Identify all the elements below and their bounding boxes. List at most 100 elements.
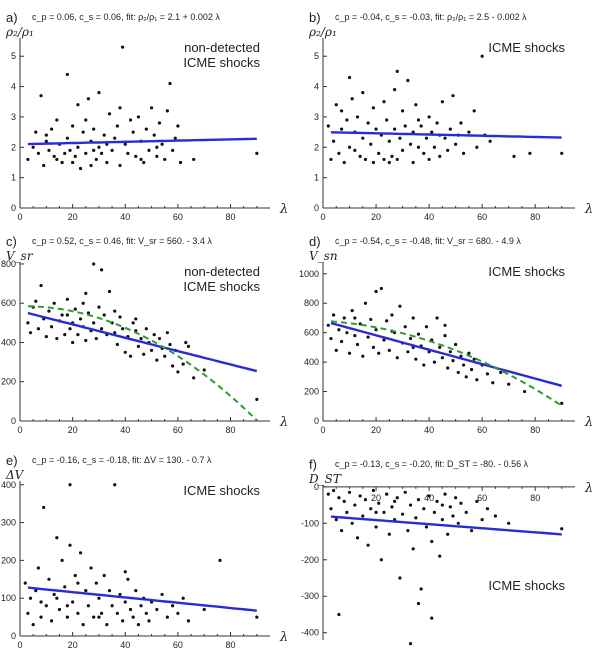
panel-label: b): [309, 10, 321, 25]
data-point: [337, 612, 341, 617]
data-point: [334, 103, 338, 107]
x-tick-label: 80: [530, 212, 540, 222]
data-point: [126, 151, 130, 155]
data-point: [387, 160, 391, 165]
linear-fit-line: [27, 311, 258, 373]
data-point: [115, 124, 119, 128]
data-point: [99, 268, 104, 272]
data-point: [414, 103, 418, 107]
data-point: [113, 136, 117, 140]
data-point: [36, 566, 41, 570]
data-point: [432, 145, 437, 149]
data-point: [76, 333, 80, 337]
data-point: [102, 133, 106, 137]
data-point: [157, 121, 162, 125]
data-point: [512, 154, 516, 158]
data-point: [416, 145, 421, 149]
data-point: [52, 154, 56, 158]
data-point: [355, 536, 360, 540]
data-point: [94, 581, 98, 585]
data-point: [332, 313, 336, 317]
fit-header: c_p = -0.13, c_s = -0.20, fit: D_ST = -8…: [335, 459, 529, 469]
data-point: [60, 313, 64, 317]
data-point: [440, 100, 444, 104]
data-point: [480, 54, 484, 58]
data-point: [81, 301, 85, 305]
data-point: [71, 600, 75, 604]
data-point: [403, 490, 407, 494]
data-point: [152, 333, 156, 337]
data-point: [456, 370, 460, 375]
data-point: [400, 148, 405, 152]
x-tick-label: 60: [173, 640, 183, 650]
data-point: [339, 528, 344, 533]
data-point: [84, 589, 88, 593]
data-point: [339, 109, 344, 113]
data-point: [165, 615, 169, 619]
data-point: [47, 577, 51, 581]
panel-label: c): [6, 234, 17, 249]
data-point: [411, 547, 415, 551]
data-point: [121, 327, 125, 331]
data-point: [387, 348, 391, 352]
fit-header: c_p = -0.04, c_s = -0.03, fit: ρ₂/ρ₁ = 2…: [335, 12, 527, 22]
data-point: [424, 136, 429, 140]
x-tick-label: 20: [68, 212, 78, 222]
data-point: [171, 364, 175, 368]
data-point: [121, 45, 125, 49]
data-point: [419, 124, 423, 128]
data-point: [144, 611, 148, 615]
data-point: [65, 136, 69, 140]
y-tick-label: 100: [1, 593, 16, 603]
y-tick-label: 800: [1, 259, 16, 269]
data-point: [422, 151, 426, 155]
data-point: [382, 338, 386, 342]
data-point: [448, 350, 452, 354]
x-tick-label: 60: [477, 493, 487, 503]
data-point: [461, 363, 466, 367]
data-point: [369, 317, 373, 322]
data-point: [36, 327, 41, 331]
data-point: [136, 115, 141, 119]
data-point: [73, 573, 77, 578]
fit-header: c_p = -0.54, c_s = -0.48, fit: V_sr = 68…: [335, 236, 521, 246]
data-point: [113, 483, 117, 487]
x-tick-label: 60: [173, 212, 183, 222]
data-point: [432, 510, 437, 514]
data-point: [78, 317, 83, 321]
data-point: [39, 283, 43, 288]
data-point: [147, 148, 151, 152]
data-point: [97, 91, 101, 95]
data-point: [438, 154, 442, 158]
data-point: [81, 623, 85, 627]
data-point: [55, 157, 59, 162]
data-point: [387, 139, 391, 143]
data-point: [34, 589, 38, 593]
x-axis-label: λ: [584, 481, 593, 496]
data-point: [427, 157, 431, 162]
data-point: [86, 97, 91, 101]
data-point: [76, 103, 80, 107]
data-point: [467, 351, 471, 355]
data-point: [451, 514, 455, 518]
x-tick-label: 0: [320, 425, 325, 435]
x-tick-label: 40: [120, 640, 130, 650]
data-point: [353, 316, 357, 320]
data-point: [350, 97, 354, 101]
data-point: [89, 163, 93, 168]
data-point: [334, 518, 338, 522]
data-point: [382, 157, 386, 162]
data-point: [118, 592, 122, 597]
data-point: [68, 148, 72, 152]
data-point: [65, 297, 69, 301]
data-point: [102, 573, 106, 578]
data-point: [255, 397, 259, 402]
data-point: [52, 592, 56, 597]
data-point: [480, 518, 484, 522]
data-point: [454, 142, 458, 146]
data-point: [416, 332, 421, 336]
data-point: [345, 331, 349, 335]
panel-label: a): [6, 10, 18, 25]
data-point: [131, 130, 135, 134]
